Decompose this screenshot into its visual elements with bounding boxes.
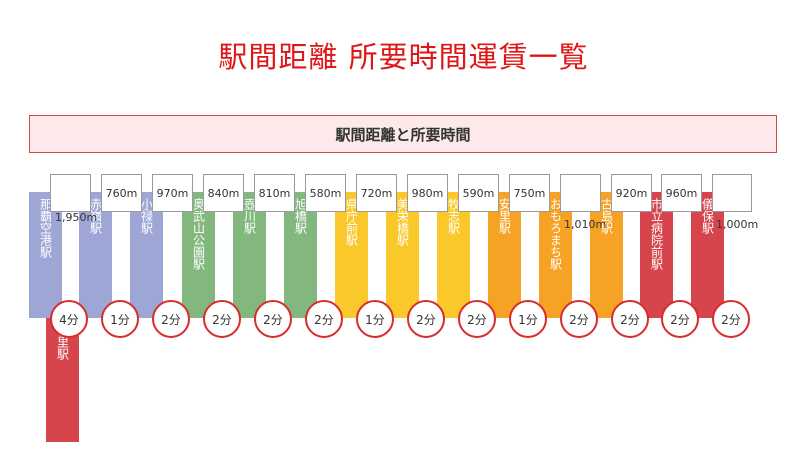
distance-box	[50, 174, 91, 212]
station-3: 小禄駅	[130, 192, 163, 318]
distance-box: 920m	[611, 174, 652, 212]
travel-time-badge: 2分	[203, 300, 241, 338]
travel-time-badge: 1分	[509, 300, 547, 338]
station-10: 安里駅	[488, 192, 521, 318]
travel-time-badge: 1分	[356, 300, 394, 338]
station-name: 那覇空港駅	[38, 198, 53, 258]
distance-box: 760m	[101, 174, 142, 212]
station-name: おもろまち駅	[548, 198, 563, 270]
station-2: 赤嶺駅	[79, 192, 112, 318]
distance-box: 580m	[305, 174, 346, 212]
travel-time-badge: 2分	[611, 300, 649, 338]
distance-box: 720m	[356, 174, 397, 212]
station-5: 壺川駅	[233, 192, 266, 318]
distance-box: 980m	[407, 174, 448, 212]
station-name: 奥武山公園駅	[191, 198, 206, 270]
distance-label: 1,950m	[55, 211, 98, 224]
distance-box: 810m	[254, 174, 295, 212]
station-name: 小禄駅	[139, 198, 154, 234]
station-name: 県庁前駅	[344, 198, 359, 246]
station-14: 儀保駅	[691, 192, 724, 318]
station-1: 那覇空港駅	[29, 192, 62, 318]
station-8: 美栄橋駅	[386, 192, 419, 318]
station-name: 安里駅	[497, 198, 512, 234]
station-6: 旭橋駅	[284, 192, 317, 318]
station-4: 奥武山公園駅	[182, 192, 215, 318]
travel-time-badge: 4分	[50, 300, 88, 338]
station-7: 県庁前駅	[335, 192, 368, 318]
travel-time-badge: 2分	[661, 300, 699, 338]
travel-time-badge: 2分	[152, 300, 190, 338]
station-name: 儀保駅	[700, 198, 715, 234]
section-header: 駅間距離と所要時間	[29, 115, 777, 153]
travel-time-badge: 2分	[458, 300, 496, 338]
distance-label: 1,010m	[564, 218, 607, 231]
page-title: 駅間距離 所要時間運賃一覧	[218, 40, 589, 74]
distance-label: 1,000m	[716, 218, 759, 231]
station-name: 牧志駅	[446, 198, 461, 234]
travel-time-badge: 2分	[305, 300, 343, 338]
travel-time-badge: 2分	[254, 300, 292, 338]
station-13: 市立病院前駅	[640, 192, 673, 318]
distance-box: 840m	[203, 174, 244, 212]
station-name: 赤嶺駅	[88, 198, 103, 234]
station-12: 古島駅	[590, 192, 623, 318]
distance-box: 590m	[458, 174, 499, 212]
station-name: 古島駅	[599, 198, 614, 234]
station-name: 旭橋駅	[293, 198, 308, 234]
travel-time-badge: 2分	[407, 300, 445, 338]
distance-box	[712, 174, 752, 212]
travel-time-badge: 2分	[712, 300, 750, 338]
station-name: 美栄橋駅	[395, 198, 410, 246]
station-name: 壺川駅	[242, 198, 257, 234]
distance-box	[560, 174, 601, 212]
station-name: 市立病院前駅	[649, 198, 664, 270]
distance-box: 970m	[152, 174, 193, 212]
station-9: 牧志駅	[437, 192, 470, 318]
distance-box: 960m	[661, 174, 702, 212]
travel-time-badge: 1分	[101, 300, 139, 338]
distance-box: 750m	[509, 174, 550, 212]
travel-time-badge: 2分	[560, 300, 598, 338]
station-11: おもろまち駅	[539, 192, 572, 318]
